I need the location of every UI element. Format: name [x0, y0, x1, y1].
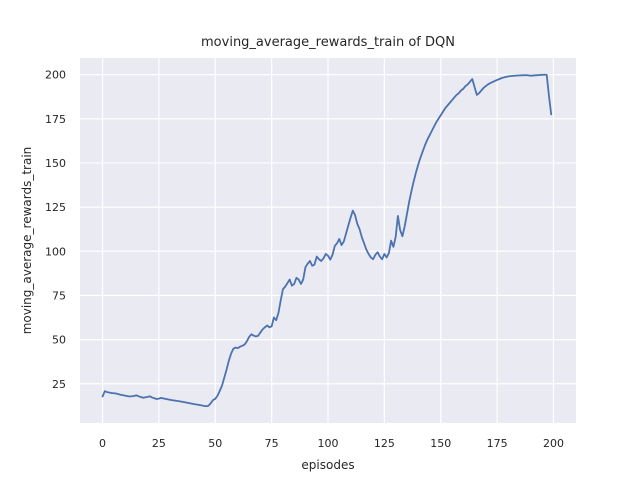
y-tick-label: 25 [52, 378, 66, 391]
x-tick-label: 0 [99, 437, 106, 450]
x-tick-label: 75 [265, 437, 279, 450]
reward-line [101, 73, 553, 408]
x-tick-label: 200 [543, 437, 564, 450]
x-tick-label: 100 [318, 437, 339, 450]
y-axis-label: moving_average_rewards_train [20, 147, 34, 335]
chart-title: moving_average_rewards_train of DQN [201, 35, 455, 50]
x-axis-label: episodes [301, 458, 354, 472]
x-tick-label: 125 [374, 437, 395, 450]
x-tick-label: 150 [430, 437, 451, 450]
y-tick-label: 175 [45, 113, 66, 126]
y-tick-label: 100 [45, 245, 66, 258]
y-tick-label: 150 [45, 157, 66, 170]
x-tick-label: 25 [152, 437, 166, 450]
y-tick-label: 75 [52, 289, 66, 302]
x-tick-label: 175 [487, 437, 508, 450]
y-tick-label: 125 [45, 201, 66, 214]
x-tick-labels: 0 25 50 75 100 125 150 175 200 [99, 437, 564, 450]
grid [80, 58, 576, 423]
y-tick-label: 50 [52, 334, 66, 347]
y-tick-label: 200 [45, 69, 66, 82]
x-tick-label: 50 [208, 437, 222, 450]
y-tick-labels: 25 50 75 100 125 150 175 200 [45, 69, 66, 391]
